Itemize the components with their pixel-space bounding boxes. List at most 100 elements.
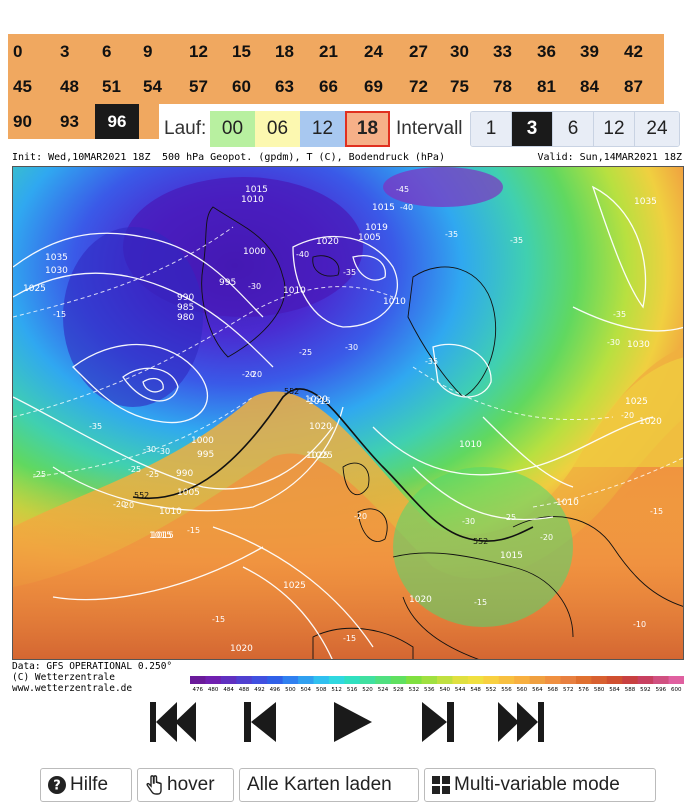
multivariable-label: Multi-variable mode (454, 774, 620, 795)
run-18[interactable]: 18 (345, 111, 390, 147)
map-header: Init: Wed,10MAR2021 18Z 500 hPa Geopot. … (12, 152, 682, 166)
hour-12[interactable]: 12 (189, 42, 208, 61)
pressure-label: 1015 (372, 203, 395, 213)
pressure-label: 1025 (310, 451, 333, 461)
colorbar-tick-label: 544 (455, 687, 466, 692)
hour-78[interactable]: 78 (493, 77, 512, 96)
colorbar-tick-label: 496 (270, 687, 281, 692)
colorbar-tick-label: 560 (517, 687, 528, 692)
hour-57[interactable]: 57 (189, 77, 208, 96)
colorbar-swatch (545, 676, 561, 684)
hour-45[interactable]: 45 (13, 77, 32, 96)
hour-row-1: 0 3 6 9 12 15 18 21 24 27 30 33 36 39 42 (8, 34, 664, 69)
temp-label: -15 (343, 634, 356, 643)
colorbar-tick-label: 520 (362, 687, 373, 692)
first-icon[interactable] (148, 698, 198, 746)
hour-33[interactable]: 33 (493, 42, 512, 61)
colorbar-swatch (344, 676, 361, 684)
play-icon[interactable] (328, 698, 378, 746)
hour-66[interactable]: 66 (319, 77, 338, 96)
hour-9[interactable]: 9 (143, 42, 153, 61)
temp-label: -35 (89, 422, 102, 431)
colorbar-swatch (653, 676, 670, 684)
pressure-label: 995 (197, 450, 214, 460)
pressure-label: 995 (219, 278, 236, 288)
colorbar-swatch (421, 676, 438, 684)
load-all-maps-button[interactable]: Alle Karten laden (239, 768, 419, 802)
temp-label: -30 (143, 445, 156, 454)
colorbar-swatch (437, 676, 453, 684)
map-init-time: Init: Wed,10MAR2021 18Z (12, 152, 151, 163)
interval-12[interactable]: 12 (594, 112, 635, 146)
hour-6[interactable]: 6 (102, 42, 112, 61)
hour-72[interactable]: 72 (409, 77, 428, 96)
help-button[interactable]: ? Hilfe (40, 768, 132, 802)
geopot-label: 552 (473, 537, 488, 546)
temp-label: -40 (296, 250, 309, 259)
hour-69[interactable]: 69 (364, 77, 383, 96)
last-icon[interactable] (496, 698, 546, 746)
hover-button[interactable]: hover (137, 768, 234, 802)
hour-51[interactable]: 51 (102, 77, 121, 96)
colorbar-swatch (251, 676, 268, 684)
hour-60[interactable]: 60 (232, 77, 251, 96)
run-selector: 00 06 12 18 (210, 111, 390, 147)
interval-1[interactable]: 1 (471, 112, 512, 146)
hour-81[interactable]: 81 (537, 77, 556, 96)
colorbar-tick-label: 508 (316, 687, 327, 692)
hour-21[interactable]: 21 (319, 42, 338, 61)
question-icon: ? (48, 775, 66, 794)
hour-39[interactable]: 39 (580, 42, 599, 61)
hour-48[interactable]: 48 (60, 77, 79, 96)
map-valid-time: Valid: Sun,14MAR2021 18Z (537, 152, 683, 163)
hour-15[interactable]: 15 (232, 42, 251, 61)
grid-icon (432, 775, 450, 794)
temp-label: -15 (650, 507, 663, 516)
map-credits: Data: GFS OPERATIONAL 0.250° (C) Wetterz… (12, 661, 172, 694)
hour-84[interactable]: 84 (580, 77, 599, 96)
temp-label: -10 (633, 620, 646, 629)
colorbar-tick-label: 504 (301, 687, 312, 692)
hour-0[interactable]: 0 (13, 42, 23, 61)
temp-label: -20 (113, 500, 126, 509)
hour-36[interactable]: 36 (537, 42, 556, 61)
hour-27[interactable]: 27 (409, 42, 428, 61)
weather-map[interactable]: 1015 1010 1000 995 990 985 980 1020 1019… (12, 166, 684, 660)
prev-icon[interactable] (240, 698, 290, 746)
pressure-label: 1010 (459, 440, 482, 450)
hour-18[interactable]: 18 (275, 42, 294, 61)
interval-24[interactable]: 24 (635, 112, 679, 146)
multi-variable-mode-button[interactable]: Multi-variable mode (424, 768, 656, 802)
hour-93[interactable]: 93 (60, 112, 79, 131)
temp-label: -20 (242, 370, 255, 379)
hour-87[interactable]: 87 (624, 77, 643, 96)
hover-label: hover (167, 774, 215, 795)
run-12[interactable]: 12 (300, 111, 345, 147)
hour-30[interactable]: 30 (450, 42, 469, 61)
run-00[interactable]: 00 (210, 111, 255, 147)
interval-3[interactable]: 3 (512, 112, 553, 146)
hour-3[interactable]: 3 (60, 42, 70, 61)
colorbar-tick-label: 484 (223, 687, 234, 692)
colorbar-swatch (637, 676, 654, 684)
pressure-label: 1035 (634, 197, 657, 207)
hour-54[interactable]: 54 (143, 77, 162, 96)
hour-42[interactable]: 42 (624, 42, 643, 61)
colorbar-tick-label: 600 (671, 687, 682, 692)
interval-6[interactable]: 6 (553, 112, 594, 146)
temp-label: -30 (157, 447, 170, 456)
hour-63[interactable]: 63 (275, 77, 294, 96)
temp-label: -30 (462, 517, 475, 526)
temp-label: -30 (248, 282, 261, 291)
run-06[interactable]: 06 (255, 111, 300, 147)
colorbar-tick-label: 524 (378, 687, 389, 692)
colorbar-swatch (591, 676, 608, 684)
hour-24[interactable]: 24 (364, 42, 383, 61)
pressure-label: 1020 (409, 595, 432, 605)
hour-90[interactable]: 90 (13, 112, 32, 131)
hour-96[interactable]: 96 (95, 104, 139, 139)
colorbar-swatch (220, 676, 237, 684)
colorbar-swatch (560, 676, 577, 684)
next-icon[interactable] (416, 698, 466, 746)
hour-75[interactable]: 75 (450, 77, 469, 96)
